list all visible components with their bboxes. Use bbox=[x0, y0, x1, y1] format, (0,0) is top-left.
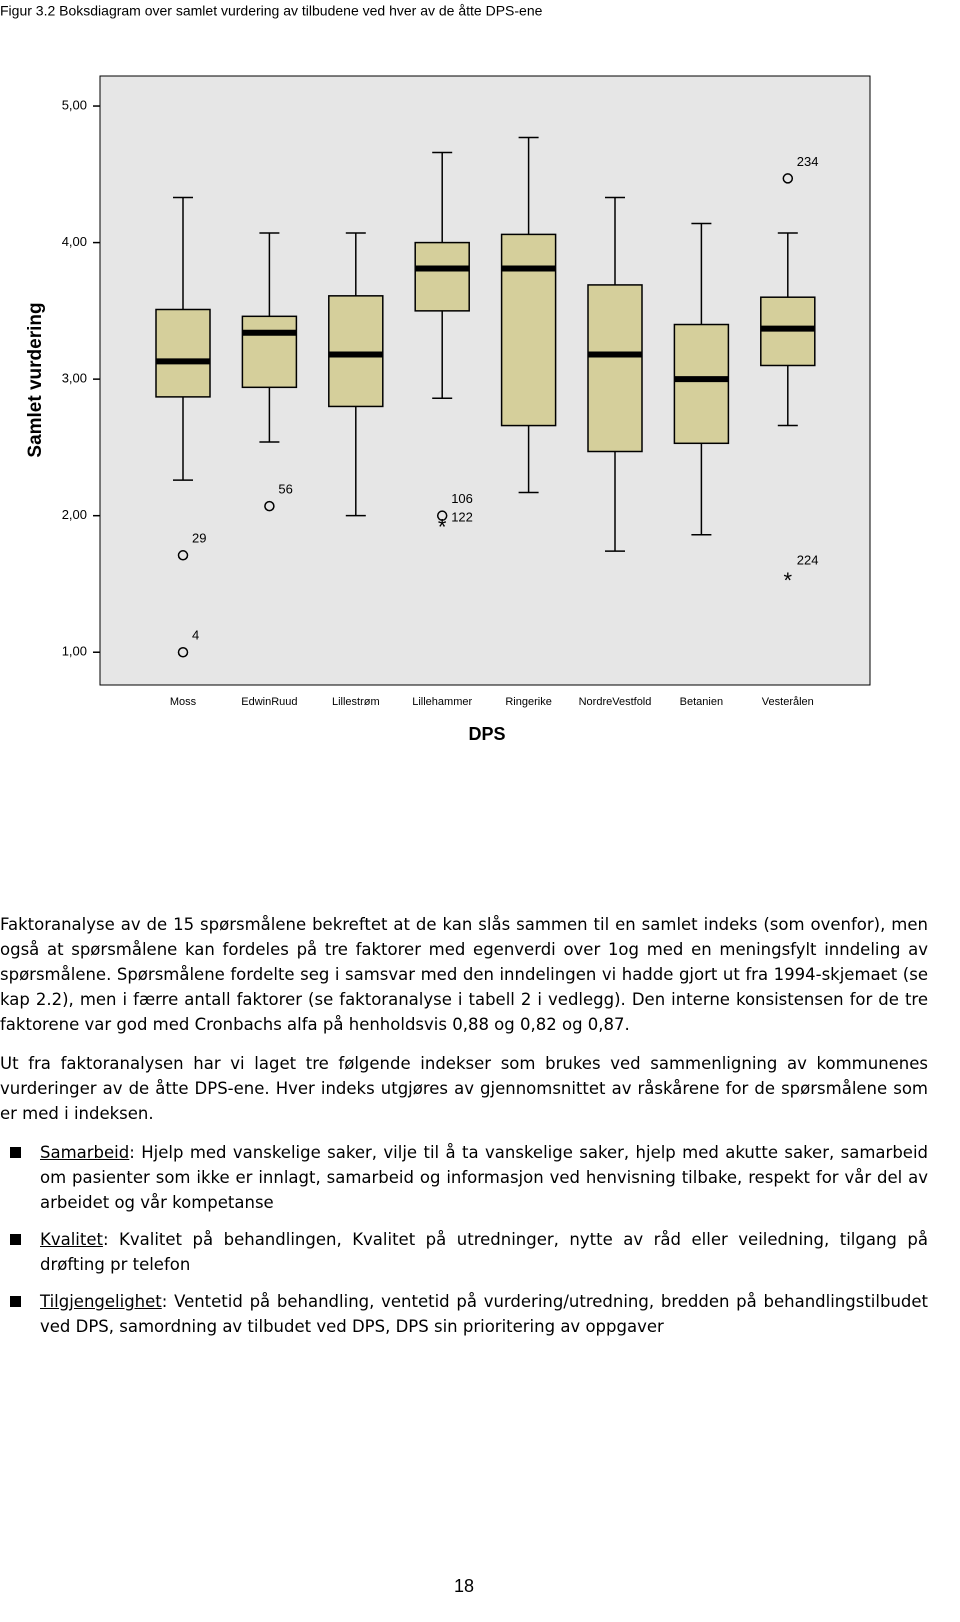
box bbox=[328, 295, 384, 408]
bullet-text: : Ventetid på behandling, ventetid på vu… bbox=[40, 1292, 928, 1336]
box bbox=[500, 233, 557, 427]
bullet-marker bbox=[10, 1234, 21, 1245]
bullet-marker bbox=[10, 1296, 21, 1307]
bullet-item: Kvalitet: Kvalitet på behandlingen, Kval… bbox=[0, 1227, 928, 1277]
figure-caption: Figur 3.2 Boksdiagram over samlet vurder… bbox=[0, 3, 543, 19]
bullet-term: Tilgjengelighet bbox=[40, 1292, 162, 1311]
outlier-marker bbox=[264, 500, 275, 512]
extreme-marker: * bbox=[438, 515, 447, 540]
box bbox=[241, 315, 298, 389]
bullet-item: Samarbeid: Hjelp med vanskelige saker, v… bbox=[0, 1140, 928, 1215]
outlier-marker bbox=[177, 550, 189, 561]
bullet-term: Samarbeid bbox=[40, 1143, 130, 1162]
page-number: 18 bbox=[453, 1576, 475, 1596]
chart: Figur 3.2 Boksdiagram over samlet vurder… bbox=[0, 3, 871, 744]
outlier-label: 224 bbox=[797, 553, 819, 568]
body-text: Faktoranalyse av de 15 spørsmålene bekre… bbox=[0, 912, 928, 1351]
y-tick-label: 4,00 bbox=[62, 234, 87, 249]
bullet-text: : Kvalitet på behandlingen, Kvalitet på … bbox=[40, 1230, 928, 1274]
x-tick-label: EdwinRuud bbox=[241, 696, 297, 708]
plot-area bbox=[99, 75, 871, 686]
box bbox=[673, 323, 730, 445]
outlier-marker bbox=[177, 646, 189, 658]
bullet-marker bbox=[10, 1147, 21, 1158]
box bbox=[587, 284, 643, 453]
bullet-item: Tilgjengelighet: Ventetid på behandling,… bbox=[0, 1289, 928, 1339]
y-axis-label: Samlet vurdering bbox=[25, 302, 46, 457]
paragraph: Ut fra faktoranalysen har vi laget tre f… bbox=[0, 1054, 928, 1123]
outlier-label: 122 bbox=[451, 509, 473, 524]
extreme-marker: * bbox=[784, 568, 793, 593]
x-tick-label: Moss bbox=[170, 696, 197, 708]
x-tick-label: Betanien bbox=[680, 696, 723, 708]
bullet-text: : Hjelp med vanskelige saker, vilje til … bbox=[40, 1143, 928, 1212]
y-tick-label: 1,00 bbox=[62, 644, 87, 659]
x-axis-label: DPS bbox=[468, 724, 505, 744]
y-tick-label: 3,00 bbox=[62, 371, 87, 386]
outlier-label: 234 bbox=[797, 154, 819, 169]
outlier-marker bbox=[782, 173, 794, 184]
x-tick-label: Lillestrøm bbox=[332, 696, 380, 708]
box bbox=[155, 308, 211, 398]
box bbox=[414, 241, 470, 312]
y-tick-label: 2,00 bbox=[62, 507, 87, 522]
x-tick-label: NordreVestfold bbox=[579, 696, 652, 708]
bullet-term: Kvalitet bbox=[40, 1230, 103, 1249]
paragraph: Faktoranalyse av de 15 spørsmålene bekre… bbox=[0, 915, 928, 1034]
outlier-label: 29 bbox=[192, 531, 206, 546]
x-tick-label: Vesterålen bbox=[762, 696, 814, 708]
y-tick-label: 5,00 bbox=[62, 97, 87, 112]
outlier-label: 106 bbox=[451, 491, 473, 506]
x-tick-label: Ringerike bbox=[505, 696, 551, 708]
outlier-marker bbox=[436, 510, 448, 521]
outlier-label: 56 bbox=[278, 482, 292, 497]
x-tick-label: Lillehammer bbox=[412, 696, 472, 708]
outlier-label: 4 bbox=[192, 628, 199, 643]
